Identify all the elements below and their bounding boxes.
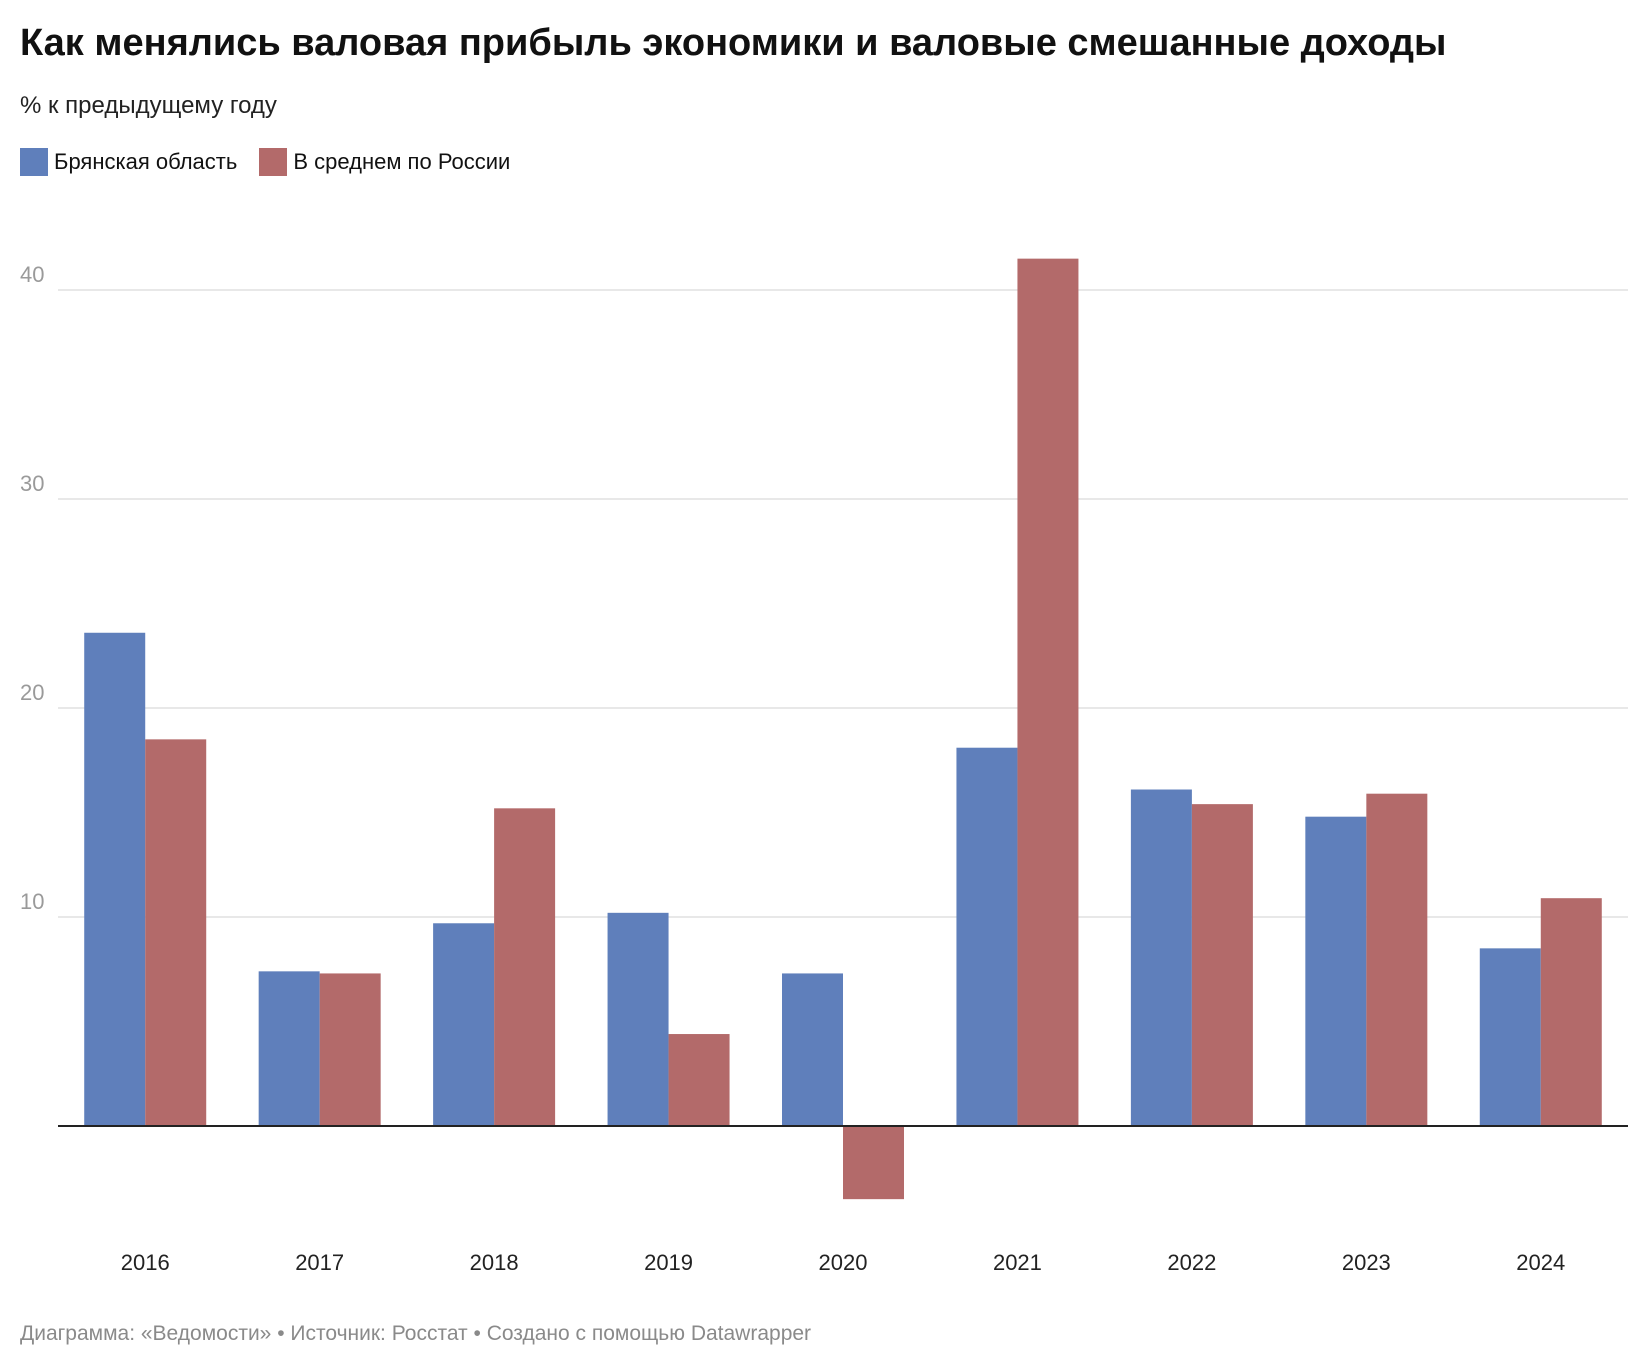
legend-item-bryansk: Брянская область [20, 148, 237, 176]
chart-title: Как менялись валовая прибыль экономики и… [20, 22, 1447, 64]
x-tick-label-2020: 2020 [819, 1250, 868, 1275]
y-tick-label-20: 20 [20, 680, 44, 705]
bar-russia-2017 [319, 973, 381, 1126]
y-tick-label-40: 40 [20, 262, 44, 287]
x-tick-label-2017: 2017 [295, 1250, 344, 1275]
bar-russia-2021 [1017, 258, 1079, 1126]
bar-bryansk-2021 [956, 747, 1018, 1126]
bar-bryansk-2017 [258, 971, 320, 1126]
x-tick-label-2019: 2019 [644, 1250, 693, 1275]
x-tick-label-2021: 2021 [993, 1250, 1042, 1275]
legend-item-russia: В среднем по России [259, 148, 510, 176]
bar-russia-2023 [1366, 793, 1428, 1126]
bar-bryansk-2019 [607, 912, 669, 1126]
bar-russia-2016 [145, 739, 207, 1126]
bar-russia-2022 [1191, 804, 1253, 1126]
bar-bryansk-2023 [1305, 816, 1367, 1126]
x-tick-label-2024: 2024 [1516, 1250, 1565, 1275]
bar-bryansk-2018 [433, 923, 495, 1126]
bar-russia-2024 [1540, 898, 1602, 1126]
bar-bryansk-2022 [1130, 789, 1192, 1126]
legend-swatch-bryansk [20, 148, 48, 176]
legend-label-bryansk: Брянская область [54, 149, 238, 174]
legend-label-russia: В среднем по России [293, 149, 511, 174]
y-tick-label-10: 10 [20, 889, 44, 914]
y-tick-label-30: 30 [20, 471, 44, 496]
chart-footer: Диаграмма: «Ведомости» • Источник: Росст… [20, 1322, 812, 1345]
legend: Брянская область В среднем по России [20, 148, 532, 176]
legend-swatch-russia [259, 148, 288, 176]
x-tick-label-2016: 2016 [121, 1250, 170, 1275]
x-tick-label-2018: 2018 [470, 1250, 519, 1275]
bar-bryansk-2016 [84, 632, 146, 1126]
bar-bryansk-2024 [1479, 948, 1541, 1126]
bar-bryansk-2020 [782, 973, 843, 1126]
bar-russia-2020 [843, 1126, 904, 1200]
bar-russia-2018 [494, 808, 556, 1126]
chart-subtitle: % к предыдущему году [20, 92, 277, 119]
x-tick-label-2022: 2022 [1167, 1250, 1216, 1275]
bar-russia-2019 [668, 1034, 730, 1126]
x-tick-label-2023: 2023 [1342, 1250, 1391, 1275]
